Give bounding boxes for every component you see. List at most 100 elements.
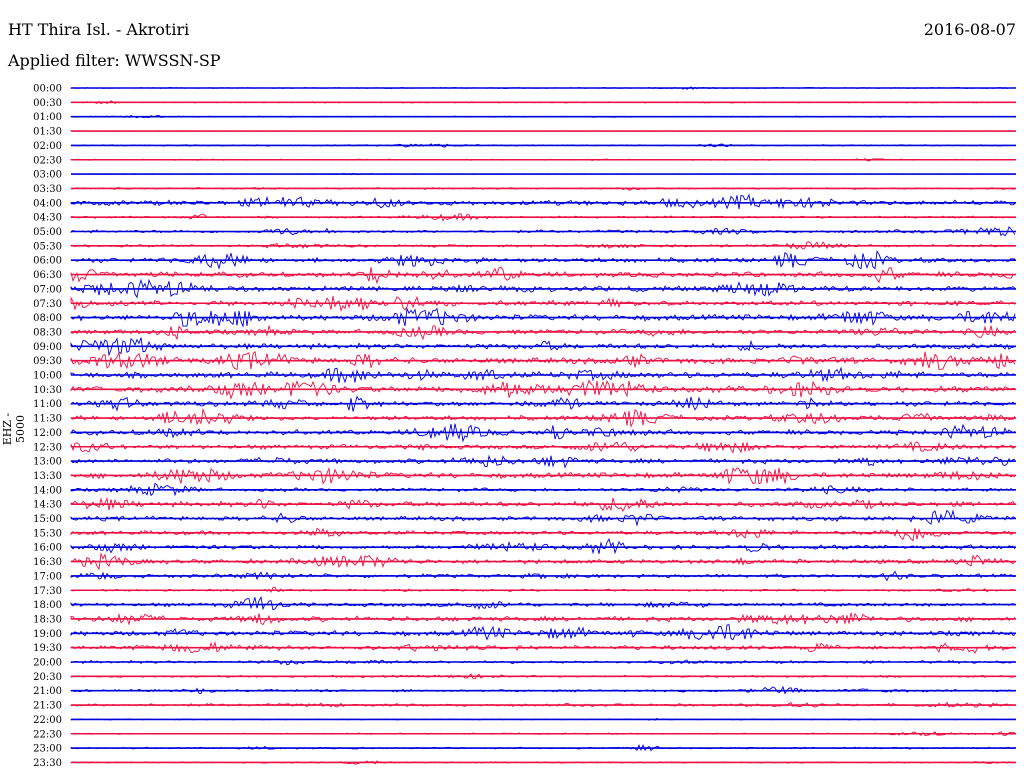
seismic-trace: [70, 241, 1016, 250]
seismic-trace: [70, 624, 1016, 641]
seismic-trace: [70, 743, 1016, 752]
trace-group: [70, 86, 1016, 765]
time-tick-label: 05:00: [33, 227, 62, 238]
time-tick-label: 11:00: [33, 399, 62, 410]
time-tick-label: 01:30: [33, 127, 62, 138]
time-tick-label: 18:00: [33, 600, 62, 611]
time-tick-label: 17:00: [33, 571, 62, 582]
time-tick-label: 01:00: [33, 112, 62, 123]
seismic-trace: [70, 130, 1015, 132]
time-tick-label: 04:30: [33, 213, 62, 224]
seismic-trace: [70, 100, 1016, 105]
seismic-trace: [70, 612, 1016, 626]
time-tick-label: 23:30: [33, 758, 62, 769]
record-date: 2016-08-07: [923, 20, 1016, 39]
seismic-trace: [70, 441, 1016, 454]
time-tick-label: 07:30: [33, 299, 62, 310]
seismic-trace: [70, 466, 1016, 485]
time-tick-label: 15:00: [33, 514, 62, 525]
time-tick-label: 19:00: [33, 629, 62, 640]
seismic-trace: [70, 673, 1016, 680]
seismic-trace: [70, 586, 1016, 593]
time-tick-label: 12:30: [33, 442, 62, 453]
time-tick-label: 20:30: [33, 672, 62, 683]
seismic-trace: [70, 685, 1016, 695]
time-tick-label: 09:00: [33, 342, 62, 353]
time-tick-label: 02:30: [33, 155, 62, 166]
seismic-trace: [70, 423, 1016, 443]
time-tick-label: 21:00: [33, 686, 62, 697]
time-tick-label: 21:30: [33, 701, 62, 712]
seismic-trace: [70, 114, 1015, 119]
seismic-trace: [70, 509, 1016, 527]
seismic-trace: [70, 337, 1016, 357]
seismic-trace: [70, 295, 1016, 312]
time-tick-label: 16:30: [33, 557, 62, 568]
filter-label: Applied filter: WWSSN-SP: [8, 51, 221, 70]
time-tick-label: 15:30: [33, 528, 62, 539]
seismic-trace: [70, 552, 1016, 571]
time-tick-label: 00:30: [33, 98, 62, 109]
time-tick-label: 14:30: [33, 500, 62, 511]
seismic-trace: [70, 496, 1016, 513]
time-tick-label: 13:30: [33, 471, 62, 482]
time-tick-label: 10:30: [33, 385, 62, 396]
time-tick-label: 19:30: [33, 643, 62, 654]
seismic-trace: [70, 701, 1016, 708]
seismic-trace: [70, 538, 1016, 555]
time-tick-group: 00:00 00:30 01:00 01:30 02:00 02:30 03:00 03:30…: [33, 84, 62, 769]
station-title: HT Thira Isl. - Akrotiri: [8, 20, 190, 39]
seismic-trace: [70, 143, 1016, 148]
time-tick-label: 04:00: [33, 198, 62, 209]
time-tick-label: 10:00: [33, 371, 62, 382]
time-tick-label: 03:00: [33, 170, 62, 181]
seismic-trace: [70, 760, 1016, 765]
time-tick-label: 14:00: [33, 485, 62, 496]
seismic-trace: [70, 407, 1016, 429]
time-tick-label: 23:00: [33, 744, 62, 755]
time-tick-label: 06:00: [33, 256, 62, 267]
time-tick-label: 22:00: [33, 715, 62, 726]
time-tick-label: 08:30: [33, 327, 62, 338]
seismic-trace: [70, 307, 1016, 328]
time-tick-label: 03:30: [33, 184, 62, 195]
time-tick-label: 20:00: [33, 658, 62, 669]
seismic-trace: [70, 659, 1016, 666]
seismic-trace: [70, 379, 1015, 400]
seismic-trace: [70, 266, 1016, 285]
time-tick-label: 06:30: [33, 270, 62, 281]
seismic-trace: [70, 193, 1016, 210]
seismic-trace: [70, 278, 1016, 299]
time-tick-label: 13:00: [33, 457, 62, 468]
seismic-trace: [70, 350, 1016, 371]
time-tick-label: 11:30: [33, 414, 62, 425]
time-tick-label: 16:00: [33, 543, 62, 554]
seismic-trace: [70, 186, 1016, 191]
time-tick-label: 17:30: [33, 586, 62, 597]
seismic-trace: [70, 570, 1016, 582]
time-tick-label: 12:00: [33, 428, 62, 439]
seismic-trace: [70, 250, 1016, 270]
time-tick-label: 09:30: [33, 356, 62, 367]
time-tick-label: 05:30: [33, 241, 62, 252]
time-tick-label: 02:00: [33, 141, 62, 152]
seismic-trace: [70, 482, 1016, 497]
seismic-trace: [70, 596, 1016, 611]
seismic-trace: [70, 717, 1016, 721]
seismic-trace: [70, 158, 1015, 162]
seismic-trace: [70, 213, 1016, 222]
seismic-trace: [70, 454, 1016, 469]
time-tick-label: 18:30: [33, 614, 62, 625]
seismic-trace: [70, 324, 1016, 341]
seismic-trace: [70, 366, 1016, 384]
seismic-trace: [70, 527, 1016, 542]
time-tick-label: 08:00: [33, 313, 62, 324]
seismic-trace: [70, 226, 1016, 237]
time-tick-label: 07:00: [33, 284, 62, 295]
time-tick-label: 00:00: [33, 84, 62, 95]
seismic-trace: [70, 395, 1016, 412]
seismic-trace: [70, 173, 1016, 176]
seismic-trace: [70, 86, 1016, 90]
seismic-trace: [70, 640, 1016, 654]
